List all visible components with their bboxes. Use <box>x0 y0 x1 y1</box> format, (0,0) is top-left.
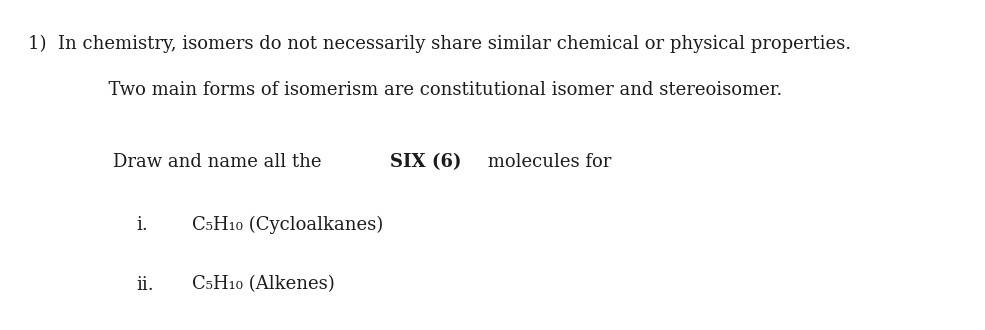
Text: 1)  In chemistry, isomers do not necessarily share similar chemical or physical : 1) In chemistry, isomers do not necessar… <box>28 35 851 53</box>
Text: i.: i. <box>136 216 148 234</box>
Text: Draw and name all the: Draw and name all the <box>113 153 328 172</box>
Text: SIX (6): SIX (6) <box>390 153 461 172</box>
Text: C₅H₁₀ (Alkenes): C₅H₁₀ (Alkenes) <box>192 276 335 294</box>
Text: C₅H₁₀ (Cycloalkanes): C₅H₁₀ (Cycloalkanes) <box>192 216 383 234</box>
Text: molecules for: molecules for <box>482 153 612 172</box>
Text: ii.: ii. <box>136 276 154 294</box>
Text: Two main forms of isomerism are constitutional isomer and stereoisomer.: Two main forms of isomerism are constitu… <box>74 81 782 99</box>
